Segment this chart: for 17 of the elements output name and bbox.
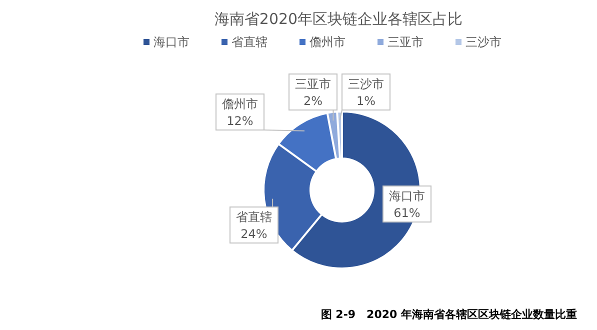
slice-label: 儋州市 (222, 97, 258, 111)
data-label: 2% (303, 94, 323, 108)
slice-label: 三沙市 (348, 77, 384, 91)
data-label: 61% (394, 206, 420, 220)
legend-label: 省直辖 (232, 35, 268, 49)
legend-label: 儋州市 (310, 35, 346, 49)
slice-label: 三亚市 (295, 77, 331, 91)
slice-label: 海口市 (389, 189, 425, 203)
chart-title: 海南省2020年区块链企业各辖区占比 (214, 10, 463, 28)
caption: 图 2-9 2020 年海南省各辖区区块链企业数量比重 (320, 308, 577, 321)
data-label: 12% (226, 114, 254, 128)
legend-label: 三亚市 (388, 35, 424, 49)
data-label: 1% (356, 94, 376, 108)
legend-label: 三沙市 (466, 35, 502, 49)
slice-label: 省直辖 (236, 210, 272, 224)
legend-label: 海口市 (154, 35, 190, 49)
data-label: 24% (240, 227, 268, 241)
